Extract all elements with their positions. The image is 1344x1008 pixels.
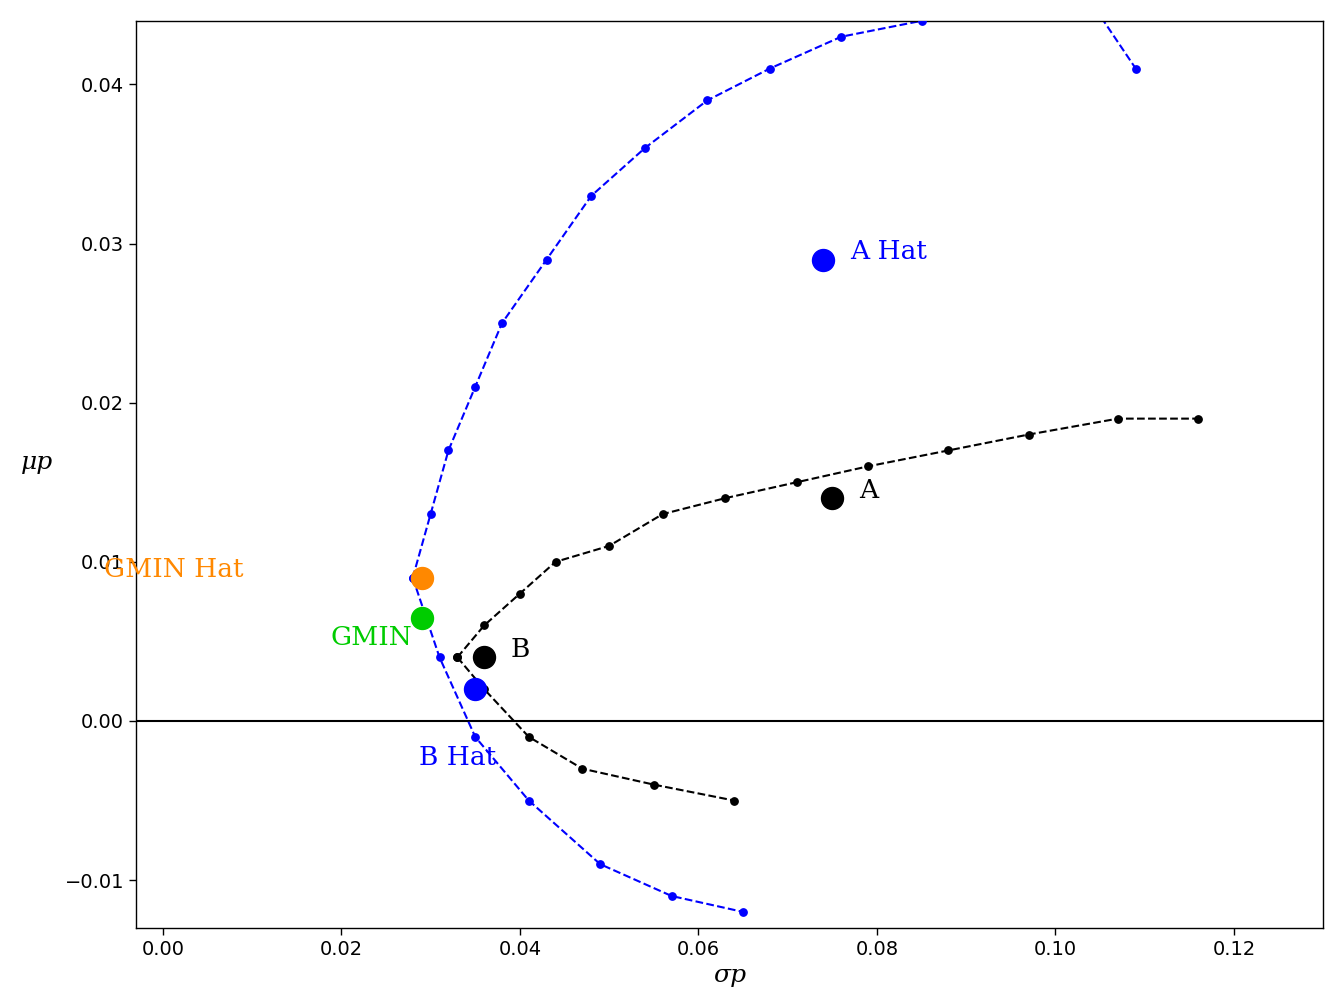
Y-axis label: μp: μp <box>22 452 52 475</box>
Point <box>1107 410 1129 426</box>
Point <box>544 553 566 570</box>
Point <box>446 649 468 665</box>
Point <box>759 60 781 77</box>
Point <box>857 459 879 475</box>
Point <box>813 251 835 267</box>
Point <box>598 538 620 554</box>
Point <box>642 776 664 792</box>
Point <box>715 490 737 506</box>
Point <box>991 0 1012 13</box>
Point <box>581 187 602 204</box>
Point <box>517 729 539 745</box>
Point <box>652 506 673 522</box>
Point <box>1017 426 1039 443</box>
Point <box>446 649 468 665</box>
Point <box>831 28 852 44</box>
Point <box>429 649 450 665</box>
Text: B: B <box>511 637 531 662</box>
Point <box>402 570 423 586</box>
Point <box>1188 410 1210 426</box>
Point <box>696 93 718 109</box>
Text: GMIN Hat: GMIN Hat <box>103 557 243 583</box>
Point <box>536 251 558 267</box>
Point <box>465 729 487 745</box>
Point <box>411 610 433 626</box>
Point <box>473 618 495 634</box>
Point <box>419 506 441 522</box>
Point <box>492 316 513 332</box>
Point <box>517 792 539 808</box>
Text: A Hat: A Hat <box>851 239 927 264</box>
Point <box>590 856 612 872</box>
Point <box>509 586 531 602</box>
Point <box>473 681 495 698</box>
Text: GMIN: GMIN <box>331 626 413 650</box>
Text: B Hat: B Hat <box>419 745 496 770</box>
Point <box>821 490 843 506</box>
Text: A: A <box>859 478 878 503</box>
Point <box>1125 60 1146 77</box>
Point <box>732 904 754 920</box>
Point <box>465 379 487 395</box>
Point <box>571 761 593 777</box>
Point <box>465 681 487 698</box>
Point <box>402 570 423 586</box>
Point <box>411 570 433 586</box>
Point <box>473 649 495 665</box>
Point <box>911 13 933 29</box>
X-axis label: σp: σp <box>714 965 746 987</box>
Point <box>786 474 808 490</box>
Point <box>661 888 683 904</box>
Point <box>723 792 745 808</box>
Point <box>634 140 656 156</box>
Point <box>438 443 460 459</box>
Point <box>938 443 960 459</box>
